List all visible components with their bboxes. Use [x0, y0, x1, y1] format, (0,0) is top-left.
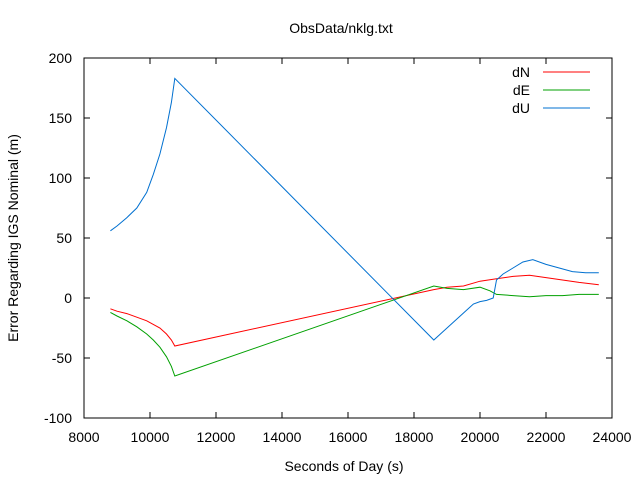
series-line-dE — [110, 285, 599, 377]
plot-frame — [83, 57, 613, 419]
y-tick-label: 150 — [49, 110, 73, 126]
legend-label: dU — [512, 100, 530, 116]
x-axis-label: Seconds of Day (s) — [284, 458, 403, 474]
series-line-dN — [110, 274, 599, 347]
y-tick-label: 100 — [49, 170, 73, 186]
x-tick-label: 18000 — [395, 429, 434, 445]
axis-ticks: 8000 10000 12000 14000 16000 18000 20000 22000 2… — [44, 50, 632, 445]
legend-label: dE — [513, 82, 530, 98]
y-tick-label: -100 — [44, 410, 72, 426]
y-tick-label: 50 — [56, 230, 72, 246]
x-tick-label: 24000 — [593, 429, 632, 445]
x-tick-label: 22000 — [527, 429, 566, 445]
x-tick-label: 14000 — [263, 429, 302, 445]
series-lines — [110, 77, 599, 377]
series-line-dU — [110, 77, 599, 341]
y-axis-label: Error Regarding IGS Nominal (m) — [5, 134, 21, 342]
x-tick-label: 10000 — [131, 429, 170, 445]
chart-title: ObsData/nklg.txt — [289, 20, 393, 36]
x-tick-label: 12000 — [197, 429, 236, 445]
y-tick-label: -50 — [52, 350, 72, 366]
x-tick-label: 8000 — [68, 429, 99, 445]
x-tick-label: 16000 — [329, 429, 368, 445]
y-tick-label: 200 — [49, 50, 73, 66]
legend: dN dE dU — [512, 64, 590, 116]
x-tick-label: 20000 — [461, 429, 500, 445]
y-tick-label: 0 — [64, 290, 72, 306]
legend-label: dN — [512, 64, 530, 80]
